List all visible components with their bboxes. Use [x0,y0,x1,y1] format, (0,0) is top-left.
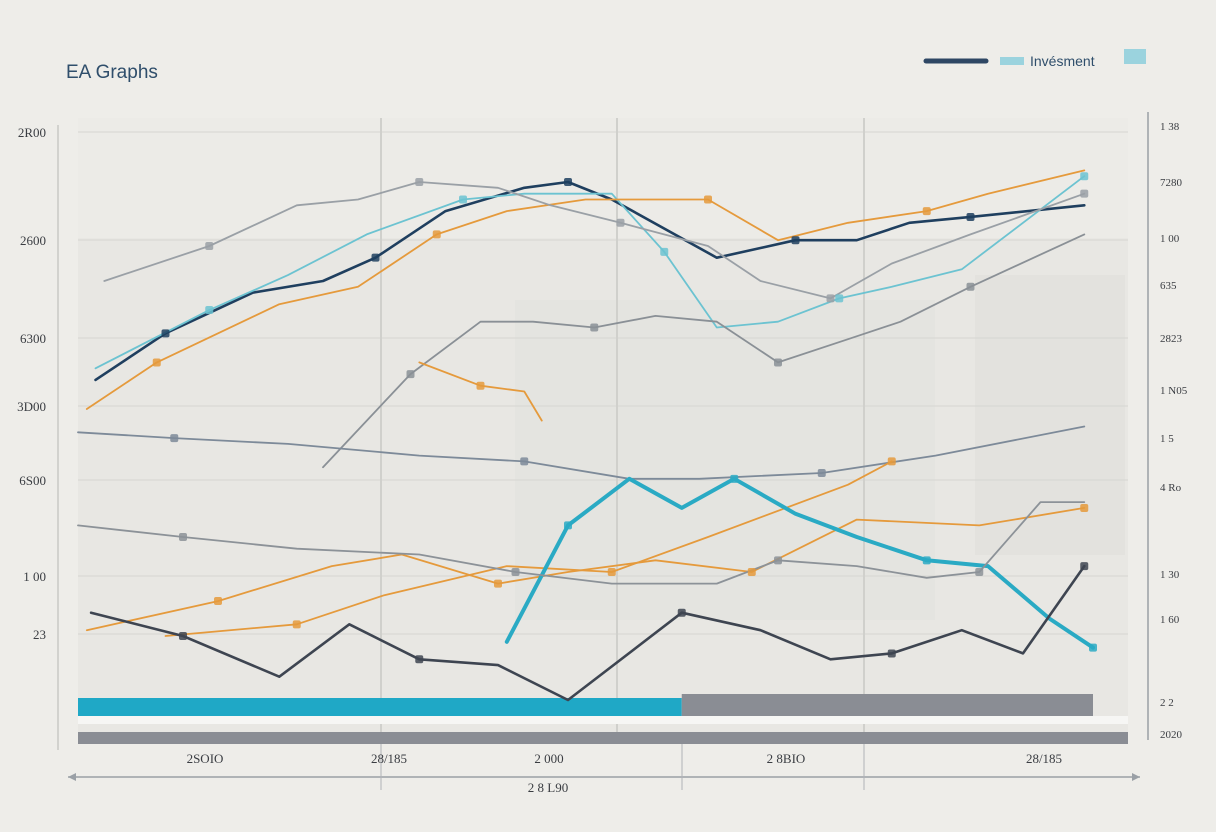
marker-orange-upper-1 [152,358,161,367]
bottom-band-white [78,716,1128,724]
bottom-bands [78,694,1128,744]
marker-teal-upper-1 [205,306,214,315]
marker-gray-lower-7 [774,556,782,565]
marker-dark-lower-1 [179,631,187,640]
y-tick-right-0: 1 38 [1160,121,1180,133]
y-tick-right-6: 1 5 [1160,433,1174,445]
series-line-gray-upper [103,181,1086,300]
x-tick-3: 2 8BIO [767,751,806,766]
marker-navy-upper-10 [791,236,800,245]
y-tick-right-11: 2020 [1160,729,1183,741]
y-tick-left-4: 6S00 [19,473,46,488]
y-tick-right-9: 1 60 [1160,614,1180,626]
legend-swatch-teal-small [1124,49,1146,64]
marker-teal-upper-4 [459,195,467,204]
marker-gray-lower-10 [975,567,984,576]
plot-panel-mid-shade [515,300,935,620]
marker-orange-upper-7 [704,195,712,204]
series-line-orange-lower-b [164,460,893,637]
marker-orange-lower-7 [747,567,756,576]
marker-dark-lower-4 [415,655,424,664]
marker-gray-upper-13 [1080,189,1089,198]
x-tick-1: 28/185 [371,751,407,766]
marker-gray-lower-1 [179,533,187,542]
bottom-band-base [78,732,1128,744]
y-tick-right-1: 7280 [1160,177,1183,189]
x-tick-0: 2SOIO [187,751,224,766]
marker-gray-upper-10 [826,294,835,303]
marker-gray-lower-4 [511,567,520,576]
marker-dark-lower-7 [677,608,686,617]
series-line-orange-mid [418,361,543,422]
marker-gray-upper-1 [205,242,214,251]
y-tick-right-2: 1 00 [1160,233,1180,245]
chart-title: EA Graphs [66,62,158,83]
marker-navy-upper-1 [161,329,170,338]
marker-teal-lower-7 [922,556,931,565]
plot-panel-right-shade [975,275,1125,555]
y-tick-left-1: 2600 [20,233,46,248]
grid [78,118,1128,738]
y-tick-left-5: 1 00 [23,569,46,584]
marker-teal-lower-4 [730,474,739,483]
marker-orange-lower-b-1 [292,620,301,629]
marker-teal-upper-10 [835,294,844,303]
marker-orange-mid-1 [476,381,485,390]
marker-orange-lower-10 [1080,503,1089,512]
y-tick-right-5: 1 N05 [1160,385,1188,397]
x-axis-arrow-right [1132,773,1140,781]
marker-teal-upper-13 [1080,172,1089,181]
marker-gray-mid-10 [966,282,975,291]
series-line-dark-lower [89,564,1086,702]
marker-teal-lower-1 [564,521,572,530]
bottom-band-teal [78,698,682,720]
y-tick-left-2: 6300 [20,331,46,346]
x-tick-2: 2 000 [534,751,563,766]
marker-navy-upper-7 [564,178,572,187]
marker-slate-mid-7 [817,469,826,478]
marker-slate-mid-4 [520,457,529,466]
marker-dark-lower-10 [887,649,896,658]
marker-orange-lower-1 [214,597,222,606]
marker-gray-mid-7 [774,358,782,367]
y-tick-right-4: 2823 [1160,333,1183,345]
y-tick-right-3: 635 [1160,280,1177,292]
y-tick-right-10: 2 2 [1160,697,1174,709]
legend: Invésment [923,49,1146,69]
series-line-slate-mid [77,425,1086,480]
x-axis-label: 2 8 L90 [528,780,568,795]
x-tick-4: 28/185 [1026,751,1062,766]
markers [152,172,1097,664]
series-line-orange-lower [85,506,1086,632]
marker-slate-mid-1 [170,434,179,443]
series-line-teal-lower [504,476,1095,650]
y-tick-left-0: 2R00 [18,125,46,140]
marker-navy-upper-13 [966,212,975,221]
marker-teal-upper-7 [660,247,669,256]
marker-orange-lower-4 [494,579,502,588]
series-line-gray-mid [322,233,1086,469]
marker-gray-upper-7 [616,218,625,227]
marker-orange-lower-b-7 [887,457,896,466]
series-line-teal-upper [94,175,1086,370]
marker-navy-upper-4 [371,253,380,262]
bottom-band-gray [681,694,1093,716]
marker-gray-mid-1 [406,370,415,379]
marker-teal-lower-10 [1089,643,1097,652]
marker-dark-lower-13 [1080,562,1089,571]
marker-orange-upper-4 [432,230,441,239]
tick-labels: 2R00 2600 6300 3D00 6S00 1 00 23 1 38 7280 1 00 63… [17,121,1188,795]
y-tick-left-3: 3D00 [17,399,46,414]
y-tick-right-8: 1 30 [1160,569,1180,581]
marker-gray-mid-4 [590,323,599,332]
marker-orange-upper-10 [922,207,931,216]
marker-orange-lower-b-4 [607,567,616,576]
legend-label: Invésment [1030,53,1095,69]
y-tick-left-6: 23 [33,627,46,642]
axes [57,112,1149,790]
y-tick-right-7: 4 Ro [1160,482,1182,494]
x-axis-arrow-left [68,773,76,781]
marker-gray-upper-4 [415,178,424,187]
